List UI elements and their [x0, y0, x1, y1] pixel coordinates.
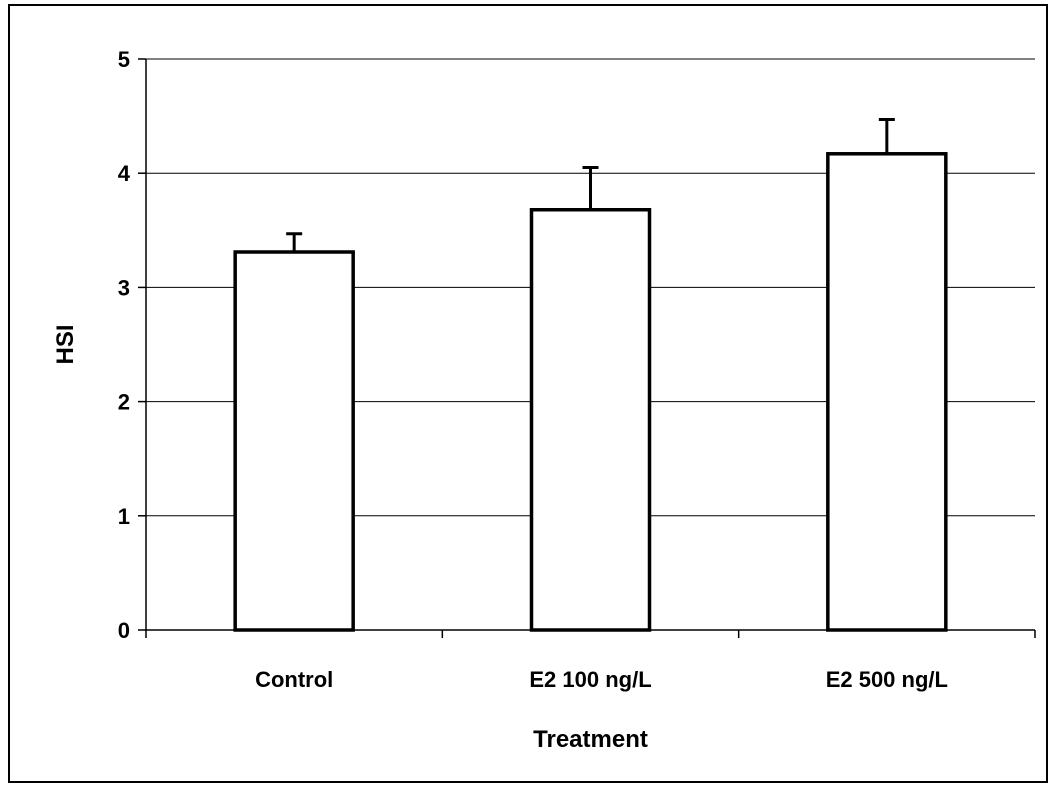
y-axis-title: HSI: [52, 324, 79, 364]
y-tick-label: 1: [118, 504, 130, 529]
bars: [233, 118, 948, 632]
x-category-label: E2 500 ng/L: [826, 667, 948, 692]
y-tick-label: 2: [118, 390, 130, 415]
y-tick-label: 0: [118, 618, 130, 643]
x-category-label: E2 100 ng/L: [529, 667, 651, 692]
axes: [138, 58, 1036, 638]
y-tick-label: 5: [118, 47, 130, 72]
labels: 0 1 2 3 4 5 Control E2 100 ng/L E2 500 ng/L: [118, 47, 948, 692]
bar: [529, 207, 652, 632]
x-axis-title: Treatment: [533, 726, 648, 753]
y-tick-label: 3: [118, 275, 130, 300]
y-tick-label: 4: [118, 161, 131, 186]
bar: [233, 250, 355, 632]
x-category-label: Control: [255, 667, 333, 692]
bar: [826, 152, 948, 632]
chart-frame: 0 1 2 3 4 5 Control E2 100 ng/L E2 500 ng/L HSI …: [8, 4, 1048, 783]
